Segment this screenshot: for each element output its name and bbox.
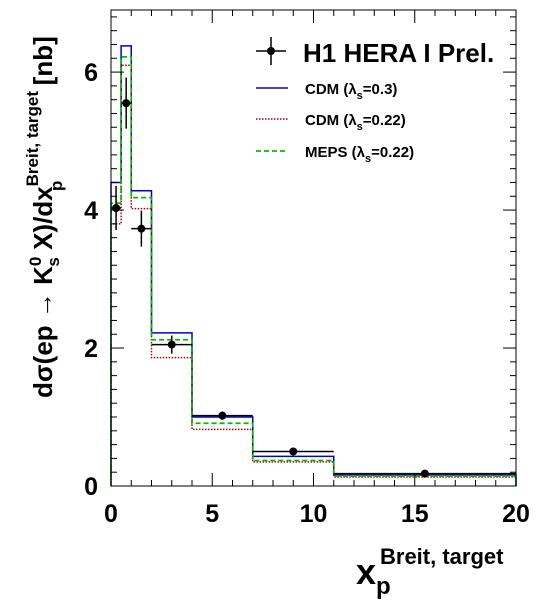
x-tick-label: 20	[502, 500, 530, 528]
data-marker	[420, 469, 429, 478]
legend-entry-cdm-03: CDM (λs=0.3)	[256, 81, 397, 102]
legend-entry-data: H1 HERA I Prel.	[256, 37, 494, 68]
legend: H1 HERA I Prel. CDM (λs=0.3) CDM (λs=0.2…	[256, 37, 494, 165]
y-tick-label: 0	[84, 473, 98, 501]
legend-entry-cdm-022: CDM (λs=0.22)	[256, 112, 406, 133]
data-point	[333, 469, 516, 478]
y-axis-title: dσ(ep → K0s X)/dxBreit, target p [nb]	[23, 36, 66, 398]
legend-data-label: H1 HERA I Prel.	[303, 38, 494, 68]
data-marker	[112, 203, 121, 212]
data-marker	[122, 99, 131, 108]
data-marker	[289, 447, 298, 456]
data-point	[192, 411, 253, 420]
legend-cdm-022-label: CDM (λs=0.22)	[305, 112, 406, 133]
legend-cdm-03-label: CDM (λs=0.3)	[305, 81, 397, 102]
x-tick-label: 5	[205, 500, 219, 528]
data-point	[121, 77, 132, 129]
x-tick-label: 0	[104, 500, 118, 528]
data-point	[131, 210, 152, 247]
legend-entry-meps: MEPS (λs=0.22)	[256, 144, 414, 165]
y-tick-label: 4	[84, 197, 98, 225]
x-axis-title: xpBreit, target	[356, 544, 504, 600]
y-axis: 0 2 4 6	[84, 16, 516, 501]
x-tick-label: 10	[300, 500, 328, 528]
data-point	[252, 447, 334, 456]
legend-meps-label: MEPS (λs=0.22)	[305, 144, 414, 165]
legend-data-marker	[267, 47, 275, 55]
x-tick-label: 15	[401, 500, 429, 528]
y-tick-label: 2	[84, 335, 98, 363]
data-marker	[167, 340, 176, 349]
data-marker	[218, 411, 227, 420]
data-marker	[137, 224, 146, 233]
x-axis: 0 5 10 15 20	[104, 10, 530, 528]
data-points	[111, 77, 516, 478]
y-tick-label: 6	[84, 59, 98, 87]
data-point	[151, 335, 192, 354]
